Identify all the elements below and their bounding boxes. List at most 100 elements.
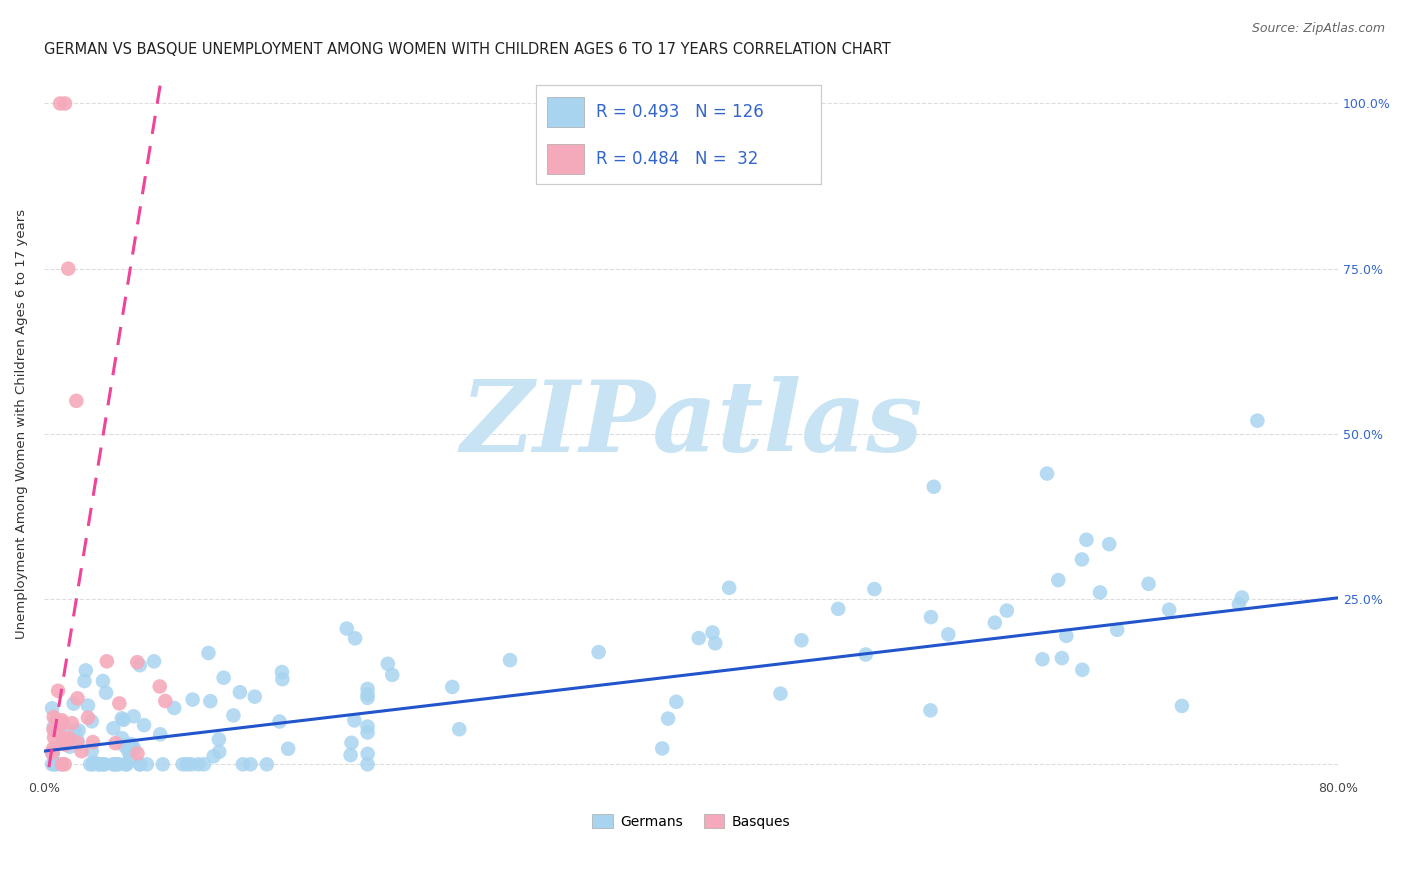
Point	[920, 610, 942, 624]
Point	[83, 756, 105, 770]
Point	[1159, 602, 1181, 616]
Point	[149, 680, 172, 694]
Point	[58, 731, 80, 745]
Point	[51, 757, 73, 772]
Point	[651, 741, 673, 756]
Point	[920, 703, 942, 717]
Point	[1070, 552, 1092, 566]
Y-axis label: Unemployment Among Women with Children Ages 6 to 17 years: Unemployment Among Women with Children A…	[15, 209, 28, 639]
Point	[63, 724, 86, 739]
Point	[114, 739, 136, 753]
Point	[336, 622, 359, 636]
Point	[51, 722, 73, 736]
Point	[66, 734, 89, 748]
Point	[1036, 467, 1059, 481]
Point	[149, 727, 172, 741]
Text: ZIPatlas: ZIPatlas	[460, 376, 922, 472]
Point	[96, 654, 118, 668]
Point	[89, 757, 111, 772]
Point	[103, 722, 125, 736]
Point	[42, 747, 65, 761]
Point	[588, 645, 610, 659]
Point	[187, 757, 209, 772]
Point	[48, 724, 70, 739]
Point	[41, 745, 63, 759]
Point	[1227, 597, 1250, 611]
Point	[112, 713, 135, 727]
Point	[115, 757, 138, 772]
Point	[91, 673, 114, 688]
Point	[1098, 537, 1121, 551]
Point	[1047, 573, 1070, 587]
Point	[77, 698, 100, 713]
Point	[52, 733, 75, 747]
Point	[702, 625, 724, 640]
Point	[77, 711, 100, 725]
Point	[863, 582, 886, 596]
Point	[107, 757, 129, 772]
Point	[1071, 663, 1094, 677]
Point	[984, 615, 1007, 630]
Point	[62, 697, 84, 711]
Point	[718, 581, 741, 595]
Point	[122, 741, 145, 756]
Point	[41, 701, 63, 715]
Point	[51, 716, 73, 731]
Point	[193, 757, 215, 772]
Point	[73, 674, 96, 689]
Point	[922, 480, 945, 494]
Point	[339, 748, 361, 763]
Point	[271, 665, 294, 679]
Point	[356, 747, 378, 761]
Point	[129, 757, 152, 772]
Point	[1088, 585, 1111, 599]
Point	[45, 713, 67, 727]
Point	[269, 714, 291, 729]
Point	[1054, 629, 1077, 643]
Point	[995, 603, 1018, 617]
Point	[58, 261, 80, 276]
Point	[769, 687, 792, 701]
Point	[356, 757, 378, 772]
Point	[344, 632, 367, 646]
Point	[42, 741, 65, 756]
Point	[377, 657, 399, 671]
Point	[82, 735, 104, 749]
Point	[45, 757, 67, 772]
Point	[381, 668, 404, 682]
Point	[93, 757, 115, 772]
Text: GERMAN VS BASQUE UNEMPLOYMENT AMONG WOMEN WITH CHILDREN AGES 6 TO 17 YEARS CORRE: GERMAN VS BASQUE UNEMPLOYMENT AMONG WOME…	[44, 42, 891, 57]
Point	[104, 757, 127, 772]
Point	[229, 685, 252, 699]
Point	[53, 96, 76, 111]
Point	[60, 716, 83, 731]
Point	[665, 695, 688, 709]
Point	[790, 633, 813, 648]
Point	[688, 631, 710, 645]
Point	[42, 710, 65, 724]
Point	[499, 653, 522, 667]
Point	[202, 749, 225, 764]
Point	[44, 757, 66, 772]
Point	[277, 741, 299, 756]
Point	[46, 683, 69, 698]
Point	[128, 757, 150, 772]
Text: Source: ZipAtlas.com: Source: ZipAtlas.com	[1251, 22, 1385, 36]
Point	[176, 757, 198, 772]
Point	[449, 723, 471, 737]
Point	[441, 680, 464, 694]
Point	[855, 648, 877, 662]
Point	[111, 731, 134, 746]
Point	[128, 658, 150, 673]
Point	[1230, 591, 1253, 605]
Point	[232, 757, 254, 772]
Point	[1171, 698, 1194, 713]
Legend: Germans, Basques: Germans, Basques	[586, 808, 796, 834]
Point	[114, 757, 136, 772]
Point	[49, 96, 72, 111]
Point	[108, 697, 131, 711]
Point	[271, 672, 294, 686]
Point	[152, 757, 174, 772]
Point	[212, 671, 235, 685]
Point	[67, 723, 90, 738]
